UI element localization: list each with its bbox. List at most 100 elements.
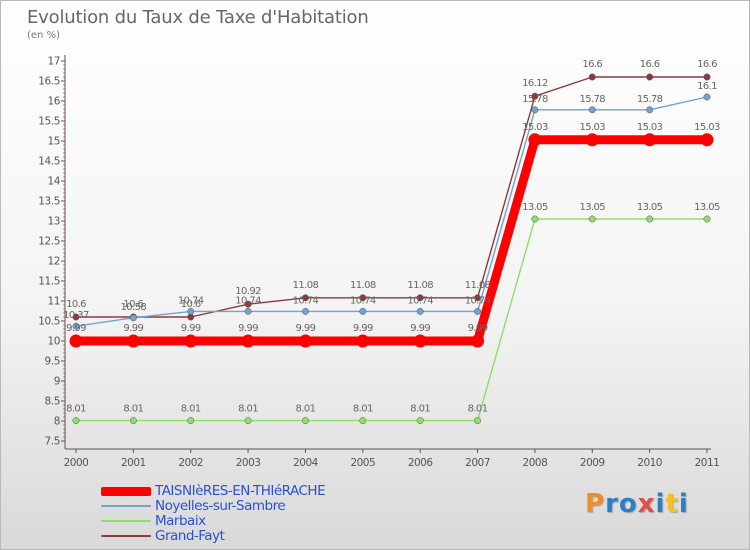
data-label: 13.05: [579, 202, 605, 213]
data-label: 16.12: [522, 78, 548, 89]
data-label: 10.74: [178, 295, 204, 306]
data-point: [187, 417, 195, 425]
data-label: 16.1: [697, 81, 717, 92]
y-tick-label: 16: [47, 96, 60, 108]
data-point: [72, 313, 80, 321]
legend-swatch: [101, 505, 151, 507]
data-point: [302, 307, 309, 315]
y-tick-label: 13: [47, 216, 60, 228]
data-label: 8.01: [353, 404, 373, 415]
data-point: [703, 73, 711, 81]
data-point: [531, 106, 539, 114]
data-label: 10.74: [235, 295, 261, 306]
data-point: [531, 92, 539, 100]
data-label: 15.03: [694, 122, 720, 133]
chart-title: Evolution du Taux de Taxe d'Habitation: [27, 7, 369, 28]
x-tick-label: 2000: [64, 457, 89, 469]
data-point: [129, 314, 137, 322]
y-tick-label: 15.5: [38, 116, 60, 128]
y-tick-label: 7.5: [45, 436, 61, 448]
data-point: [703, 93, 711, 101]
chart-subtitle: (en %): [27, 30, 60, 41]
legend-label: Noyelles-sur-Sambre: [155, 498, 286, 514]
y-tick-label: 16.5: [38, 76, 60, 88]
data-label: 9.99: [353, 323, 373, 334]
data-point: [531, 215, 539, 223]
x-tick-label: 2005: [350, 457, 375, 469]
data-point: [359, 294, 367, 302]
y-tick-label: 12.5: [38, 236, 60, 248]
x-tick-label: 2002: [178, 457, 203, 469]
data-point: [646, 106, 654, 114]
data-label: 9.99: [123, 323, 143, 334]
data-point: [302, 294, 309, 302]
legend-label: TAISNIèRES-EN-THIéRACHE: [155, 483, 326, 499]
data-label: 9.99: [296, 323, 316, 334]
data-label: 10.6: [66, 299, 86, 310]
data-label: 16.6: [582, 59, 602, 70]
y-tick-label: 11: [47, 296, 60, 308]
data-point: [588, 215, 596, 223]
data-label: 11.08: [293, 280, 319, 291]
data-label: 15.03: [522, 122, 548, 133]
data-point: [588, 73, 596, 81]
legend-swatch: [101, 486, 151, 496]
data-label: 15.78: [637, 94, 663, 105]
legend-label: Marbaix: [155, 513, 206, 529]
data-point: [416, 294, 424, 302]
chart-legend: TAISNIèRES-EN-THIéRACHE Noyelles-sur-Sam…: [101, 483, 326, 544]
x-tick-label: 2001: [121, 457, 146, 469]
data-label: 8.01: [468, 404, 488, 415]
y-tick-label: 12: [47, 256, 60, 268]
data-label: 9.99: [410, 323, 430, 334]
y-tick-label: 13.5: [38, 196, 60, 208]
data-point: [413, 334, 427, 348]
data-label: 16.6: [640, 59, 660, 70]
data-label: 10.6: [181, 299, 201, 310]
y-tick-label: 9: [54, 376, 60, 388]
data-label: 9.99: [468, 323, 488, 334]
x-tick-label: 2008: [523, 457, 548, 469]
data-point: [187, 307, 195, 315]
data-point: [471, 334, 485, 348]
data-label: 11.08: [350, 280, 376, 291]
data-label: 10.37: [63, 310, 89, 321]
data-point: [184, 334, 198, 348]
data-point: [129, 417, 137, 425]
y-tick-label: 14: [47, 176, 60, 188]
x-tick-label: 2004: [293, 457, 319, 469]
y-tick-label: 11.5: [38, 276, 60, 288]
data-label: 8.01: [410, 404, 430, 415]
x-tick-label: 2006: [408, 457, 434, 469]
y-tick-label: 8.5: [45, 396, 61, 408]
data-point: [241, 334, 255, 348]
data-point: [302, 417, 309, 425]
data-label: 10.74: [465, 295, 491, 306]
data-point: [244, 417, 252, 425]
data-point: [416, 307, 424, 315]
data-point: [72, 322, 80, 330]
data-point: [585, 133, 599, 147]
y-tick-label: 8: [54, 416, 60, 428]
data-point: [646, 215, 654, 223]
data-point: [359, 307, 367, 315]
data-label: 16.6: [697, 59, 717, 70]
data-label: 13.05: [522, 202, 548, 213]
x-tick-label: 2003: [236, 457, 261, 469]
data-point: [298, 334, 312, 348]
data-point: [703, 215, 711, 223]
data-point: [588, 106, 596, 114]
data-point: [72, 417, 80, 425]
data-label: 10.6: [123, 299, 143, 310]
x-tick-label: 2009: [580, 457, 605, 469]
legend-entry: Noyelles-sur-Sambre: [101, 499, 325, 514]
y-tick-label: 9.5: [45, 356, 61, 368]
y-tick-label: 17: [47, 56, 60, 68]
data-label: 9.99: [181, 323, 201, 334]
data-point: [244, 300, 252, 308]
data-point: [474, 307, 481, 315]
data-label: 10.74: [293, 295, 319, 306]
data-point: [646, 73, 654, 81]
